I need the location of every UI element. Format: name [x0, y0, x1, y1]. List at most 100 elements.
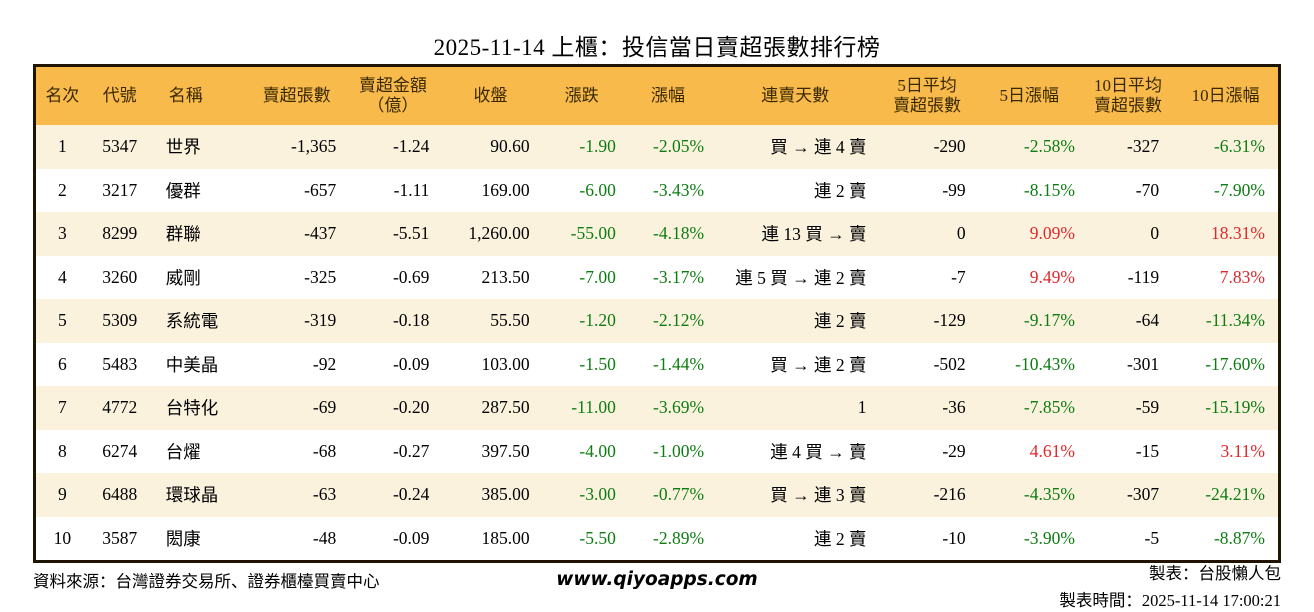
cell-change: -11.00 [571, 397, 616, 418]
column-header-change: 漲跌 [539, 65, 624, 125]
ranking-table: 名次 代號 名稱 賣超張數 賣超金額 （億） 收盤 漲跌 漲幅 連賣天數 5日平均 賣超張數 5日漲… [33, 64, 1281, 563]
cell-sell_amount: -0.69 [392, 266, 430, 287]
cell-change_pct: -4.18% [653, 223, 705, 244]
cell-sell_amount: -0.24 [392, 484, 430, 505]
cell-streak: 連 2 賣 [813, 311, 867, 332]
table-row: 3 8299 群聯 -437 -5.51 1,260.00 -55.00 -4.18% 連 13… [34, 212, 1280, 256]
column-header-rank: 名次 [34, 65, 89, 125]
header-row: 名次 代號 名稱 賣超張數 賣超金額 （億） 收盤 漲跌 漲幅 連賣天數 5日平均 賣超張數 5日漲… [34, 65, 1280, 125]
table-row: 2 3217 優群 -657 -1.11 169.00 -6.00 -3.43% 連 2 賣 -9… [34, 168, 1280, 212]
cell-avg10: -15 [1135, 440, 1160, 461]
cell-name: 群聯 [165, 224, 201, 245]
cell-pct10: -7.90% [1213, 179, 1265, 200]
cell-code: 6274 [102, 440, 138, 461]
table-row: 10 3587 閎康 -48 -0.09 185.00 -5.50 -2.89% 連 2 賣 -1… [34, 516, 1280, 562]
cell-pct5: -8.15% [1023, 179, 1075, 200]
cell-avg5: -290 [933, 136, 966, 157]
column-header-name: 名稱 [150, 65, 249, 125]
cell-change_pct: -3.17% [653, 266, 705, 287]
cell-pct5: -7.85% [1023, 397, 1075, 418]
cell-avg10: -5 [1144, 527, 1160, 548]
cell-code: 3260 [102, 266, 138, 287]
cell-sell_shares: -1,365 [291, 136, 337, 157]
column-header-pct5: 5日漲幅 [975, 65, 1083, 125]
cell-close: 169.00 [481, 179, 530, 200]
maker-block: 製表：台股懶人包 製表時間：2025-11-14 17:00:21 [1059, 560, 1281, 612]
cell-avg10: -59 [1135, 397, 1160, 418]
column-header-pct10: 10日漲幅 [1173, 65, 1280, 125]
data-source-note: 資料來源：台灣證券交易所、證券櫃檯買賣中心 [33, 572, 380, 591]
maker-label: 製表：台股懶人包 [1149, 564, 1281, 583]
column-header-sell_amount: 賣超金額 （億） [344, 65, 442, 125]
cell-pct5: -4.35% [1023, 484, 1075, 505]
cell-name: 優群 [165, 180, 201, 201]
cell-close: 397.50 [481, 440, 530, 461]
cell-sell_shares: -68 [312, 440, 337, 461]
cell-sell_amount: -0.09 [392, 353, 430, 374]
column-header-sell_shares: 賣超張數 [249, 65, 345, 125]
column-header-avg10: 10日平均 賣超張數 [1082, 65, 1174, 125]
table-row: 1 5347 世界 -1,365 -1.24 90.60 -1.90 -2.05% 買 → 連 … [34, 125, 1280, 169]
cell-streak: 買 → 連 4 賣 [770, 137, 867, 158]
cell-change_pct: -0.77% [653, 484, 705, 505]
cell-avg10: -64 [1135, 310, 1160, 331]
cell-change_pct: -3.43% [653, 179, 705, 200]
cell-change: -6.00 [579, 179, 616, 200]
cell-close: 1,260.00 [468, 223, 530, 244]
cell-close: 185.00 [481, 527, 530, 548]
table-body: 1 5347 世界 -1,365 -1.24 90.60 -1.90 -2.05% 買 → 連 … [34, 125, 1280, 562]
cell-sell_amount: -0.09 [392, 527, 430, 548]
cell-sell_amount: -0.18 [392, 310, 430, 331]
column-header-streak: 連賣天數 [712, 65, 879, 125]
cell-avg10: -119 [1127, 266, 1160, 287]
cell-name: 閎康 [165, 528, 201, 549]
cell-rank: 7 [57, 397, 67, 418]
cell-code: 3587 [102, 527, 138, 548]
cell-sell_amount: -0.27 [392, 440, 430, 461]
website-url: www.qiyoapps.com [556, 569, 758, 590]
cell-sell_amount: -1.24 [392, 136, 430, 157]
cell-sell_shares: -63 [312, 484, 337, 505]
made-time: 製表時間：2025-11-14 17:00:21 [1059, 591, 1281, 610]
cell-close: 287.50 [481, 397, 530, 418]
cell-pct5: 4.61% [1029, 440, 1075, 461]
cell-pct10: -8.87% [1213, 527, 1265, 548]
cell-pct10: -6.31% [1213, 136, 1265, 157]
cell-avg5: -7 [951, 266, 966, 287]
cell-sell_shares: -69 [312, 397, 337, 418]
cell-pct10: -24.21% [1205, 484, 1265, 505]
column-header-close: 收盤 [441, 65, 540, 125]
cell-pct10: 3.11% [1220, 440, 1265, 461]
cell-code: 8299 [102, 223, 138, 244]
cell-sell_amount: -0.20 [392, 397, 430, 418]
cell-rank: 5 [57, 310, 67, 331]
cell-sell_shares: -319 [304, 310, 337, 331]
column-header-avg5: 5日平均 賣超張數 [878, 65, 976, 125]
cell-avg10: -327 [1127, 136, 1160, 157]
cell-pct10: -15.19% [1205, 397, 1265, 418]
cell-code: 6488 [102, 484, 138, 505]
cell-avg10: -307 [1127, 484, 1160, 505]
cell-name: 系統電 [165, 311, 219, 332]
cell-sell_amount: -5.51 [392, 223, 430, 244]
table-header: 名次 代號 名稱 賣超張數 賣超金額 （億） 收盤 漲跌 漲幅 連賣天數 5日平均 賣超張數 5日漲… [34, 65, 1280, 125]
cell-change_pct: -1.00% [653, 440, 705, 461]
cell-sell_shares: -325 [304, 266, 337, 287]
cell-change_pct: -2.05% [653, 136, 705, 157]
cell-pct5: -3.90% [1023, 527, 1075, 548]
cell-change: -7.00 [579, 266, 616, 287]
cell-name: 中美晶 [165, 354, 219, 375]
cell-close: 385.00 [481, 484, 530, 505]
cell-close: 55.50 [490, 310, 530, 331]
cell-avg5: 0 [956, 223, 966, 244]
table-row: 6 5483 中美晶 -92 -0.09 103.00 -1.50 -1.44% 買 → 連 2… [34, 342, 1280, 386]
cell-close: 103.00 [481, 353, 530, 374]
table-row: 4 3260 威剛 -325 -0.69 213.50 -7.00 -3.17% 連 5 買 →… [34, 255, 1280, 299]
cell-pct5: 9.09% [1029, 223, 1075, 244]
table-row: 5 5309 系統電 -319 -0.18 55.50 -1.20 -2.12% 連 2 賣 -1… [34, 299, 1280, 343]
column-header-code: 代號 [88, 65, 151, 125]
cell-pct10: 7.83% [1219, 266, 1265, 287]
cell-code: 4772 [102, 397, 138, 418]
cell-pct5: -10.43% [1015, 353, 1075, 374]
